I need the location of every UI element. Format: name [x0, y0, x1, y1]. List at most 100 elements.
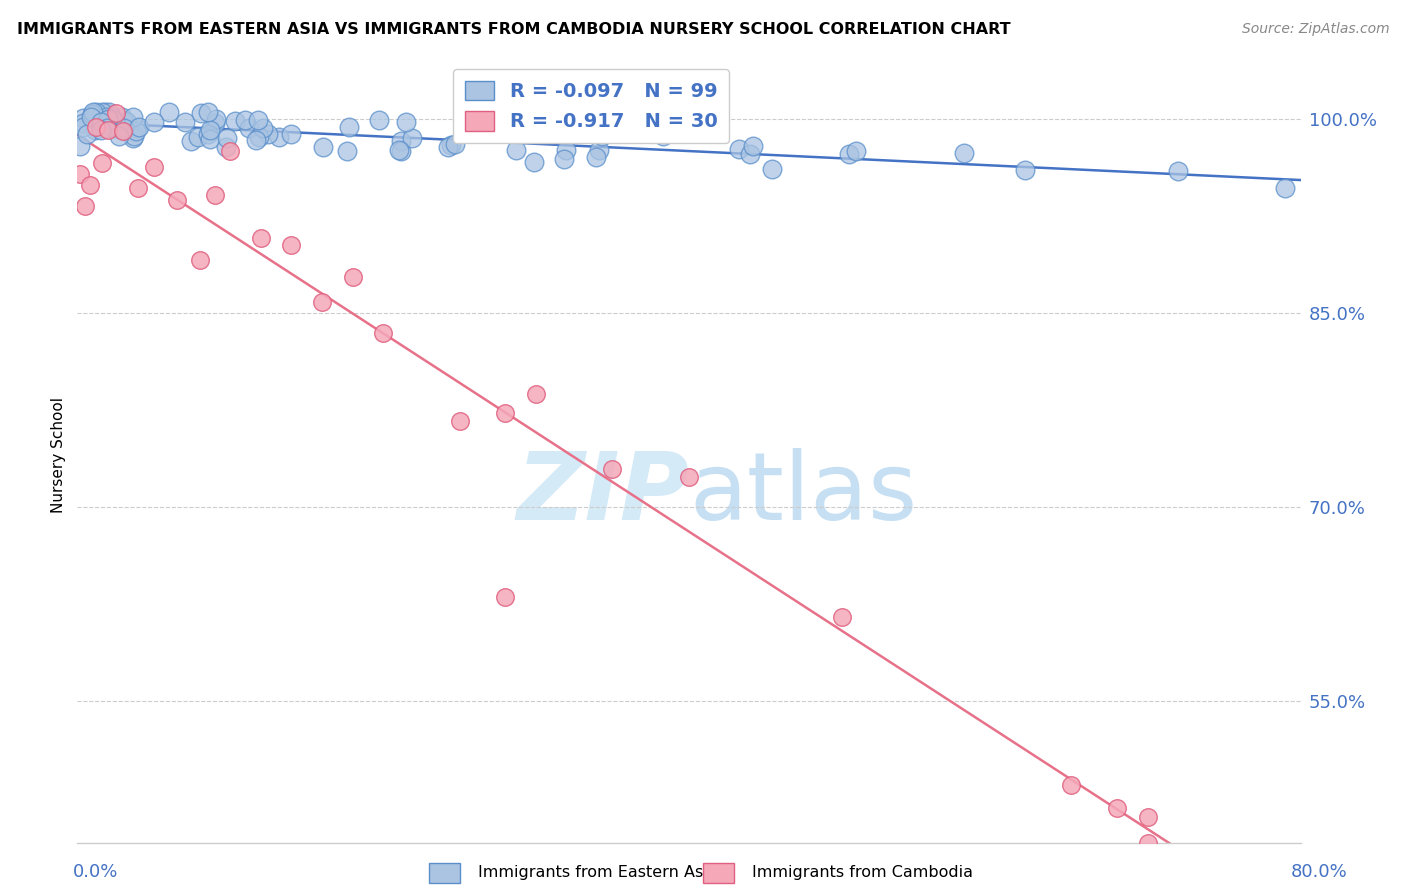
Text: 80.0%: 80.0%: [1291, 863, 1347, 881]
Point: [190, 106, 212, 120]
Point: [100, 112, 122, 126]
Point: [250, 231, 273, 245]
Point: [269, 130, 291, 145]
Point: [585, 150, 607, 164]
Point: [188, 252, 211, 267]
Point: [1350, 166, 1372, 180]
Point: [953, 145, 976, 160]
Point: [249, 129, 271, 144]
Point: [90, 115, 112, 129]
Point: [246, 113, 269, 128]
Point: [395, 115, 418, 129]
Point: [83, 122, 105, 136]
Point: [124, 124, 146, 138]
Point: [738, 147, 761, 161]
Point: [82, 105, 104, 120]
Point: [90, 123, 112, 137]
Point: [495, 406, 517, 420]
Point: [555, 143, 578, 157]
Point: [76, 127, 98, 141]
Point: [1274, 180, 1296, 194]
Point: [401, 131, 423, 145]
Point: [524, 387, 547, 401]
Point: [157, 105, 180, 120]
Point: [215, 131, 238, 145]
Point: [742, 138, 765, 153]
Point: [238, 120, 260, 135]
Point: [1136, 810, 1159, 824]
Y-axis label: Nursery School: Nursery School: [51, 397, 66, 513]
Point: [477, 107, 499, 121]
Point: [98, 120, 121, 134]
Point: [204, 188, 226, 202]
Point: [204, 116, 226, 130]
Point: [72, 116, 94, 130]
Point: [280, 237, 302, 252]
Point: [389, 144, 412, 158]
Text: Immigrants from Cambodia: Immigrants from Cambodia: [752, 865, 973, 880]
Point: [591, 129, 613, 144]
Point: [122, 110, 145, 124]
Point: [97, 105, 120, 120]
Text: atlas: atlas: [689, 448, 917, 540]
Point: [97, 112, 120, 126]
Point: [73, 199, 96, 213]
Point: [522, 155, 544, 169]
Point: [437, 139, 460, 153]
Text: IMMIGRANTS FROM EASTERN ASIA VS IMMIGRANTS FROM CAMBODIA NURSERY SCHOOL CORRELAT: IMMIGRANTS FROM EASTERN ASIA VS IMMIGRAN…: [17, 22, 1011, 37]
Point: [96, 121, 118, 136]
Point: [367, 112, 389, 127]
Text: Source: ZipAtlas.com: Source: ZipAtlas.com: [1241, 22, 1389, 37]
Legend: R = -0.097   N = 99, R = -0.917   N = 30: R = -0.097 N = 99, R = -0.917 N = 30: [453, 69, 728, 143]
Point: [1305, 176, 1327, 190]
Point: [94, 110, 117, 124]
Point: [678, 469, 700, 483]
Point: [128, 120, 150, 134]
Point: [100, 110, 122, 124]
Point: [838, 147, 860, 161]
Point: [198, 132, 221, 146]
Text: 0.0%: 0.0%: [73, 863, 118, 881]
Point: [122, 131, 145, 145]
Point: [72, 111, 94, 125]
Point: [104, 115, 127, 129]
Point: [224, 114, 246, 128]
Point: [1060, 778, 1083, 792]
Point: [166, 193, 188, 207]
Point: [387, 143, 409, 157]
Point: [588, 143, 610, 157]
Point: [174, 114, 197, 128]
Point: [80, 110, 103, 124]
Point: [107, 128, 129, 143]
Point: [845, 144, 868, 158]
Point: [371, 326, 394, 340]
Point: [245, 133, 267, 147]
Point: [127, 180, 149, 194]
Point: [553, 152, 575, 166]
Point: [97, 111, 120, 125]
Point: [69, 139, 91, 153]
Point: [728, 142, 751, 156]
Point: [187, 130, 209, 145]
Point: [143, 115, 166, 129]
Point: [84, 105, 107, 120]
Point: [204, 112, 226, 127]
Point: [200, 123, 222, 137]
Point: [111, 110, 134, 124]
Point: [505, 143, 527, 157]
Point: [336, 144, 359, 158]
Text: ZIP: ZIP: [516, 448, 689, 540]
Point: [112, 124, 135, 138]
Point: [831, 610, 853, 624]
Point: [124, 128, 146, 143]
Point: [1107, 801, 1129, 815]
Point: [180, 134, 202, 148]
Point: [256, 127, 278, 141]
Point: [84, 120, 107, 134]
Point: [602, 462, 624, 476]
Point: [311, 294, 333, 309]
Point: [389, 134, 412, 148]
Point: [440, 137, 463, 152]
Point: [449, 414, 471, 428]
Point: [142, 160, 165, 174]
